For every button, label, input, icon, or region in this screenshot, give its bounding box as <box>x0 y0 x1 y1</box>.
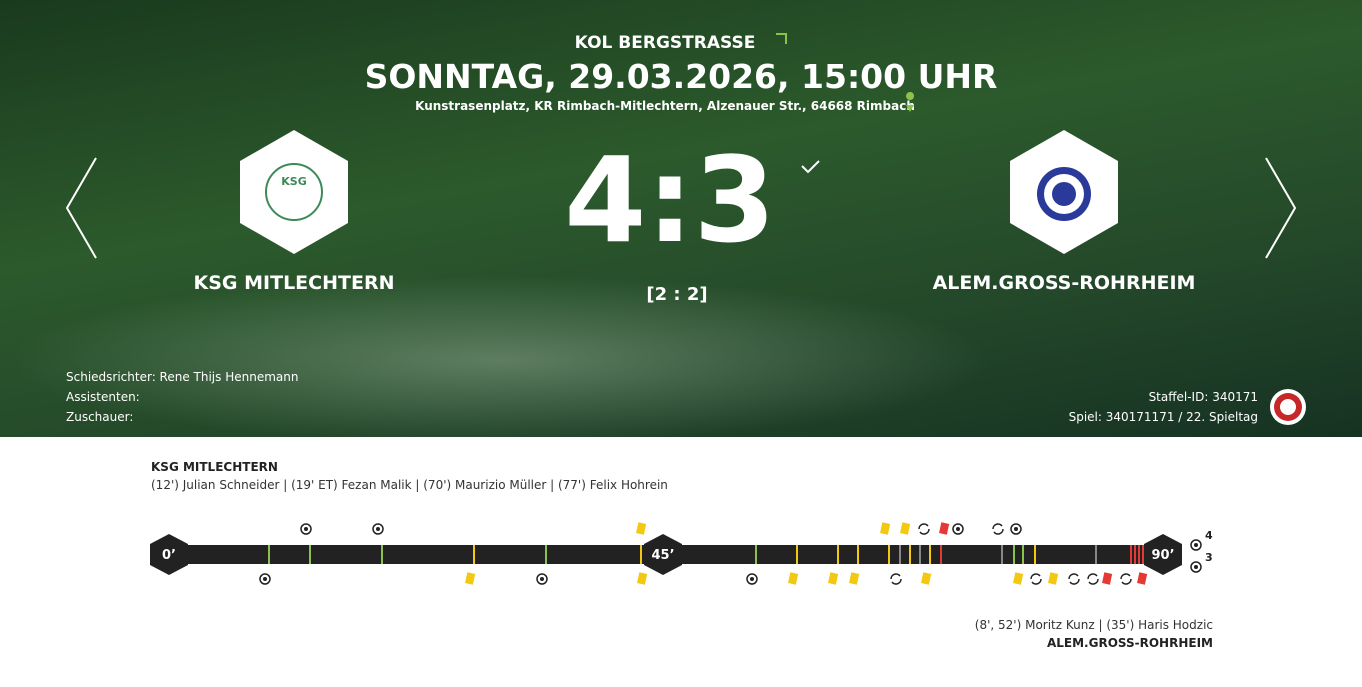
home-goal-count: 4 <box>1205 529 1213 542</box>
match-hero <box>0 0 1362 437</box>
score: 4:3 <box>564 131 776 269</box>
event-tick <box>1138 545 1140 564</box>
event-tick <box>837 545 839 564</box>
staffel-id: Staffel-ID: 340171 <box>1148 390 1258 404</box>
event-tick <box>640 545 642 564</box>
timeline-home-scorers: (12') Julian Schneider | (19' ET) Fezan … <box>151 478 668 492</box>
event-tick <box>1022 545 1024 564</box>
event-tick <box>909 545 911 564</box>
event-tick <box>268 545 270 564</box>
spectators: Zuschauer: <box>66 410 134 424</box>
minute-hex <box>644 534 682 575</box>
red-card <box>1102 572 1113 585</box>
yellow-card <box>636 522 647 535</box>
goal-icon-dot <box>304 527 308 531</box>
goal-icon-dot <box>1194 565 1198 569</box>
substitution-icon <box>1068 573 1080 585</box>
home-logo <box>240 130 348 254</box>
substitution-icon <box>1030 573 1042 585</box>
datetime: SONNTAG, 29.03.2026, 15:00 UHR <box>364 57 998 96</box>
event-tick <box>899 545 901 564</box>
halftime: [2 : 2] <box>646 284 708 305</box>
event-tick <box>309 545 311 564</box>
minute-label: 90’ <box>1151 548 1174 563</box>
event-tick <box>381 545 383 564</box>
assistants: Assistenten: <box>66 390 140 404</box>
minute-hex <box>1144 534 1182 575</box>
timeline-away-scorers: (8', 52') Moritz Kunz | (35') Haris Hodz… <box>974 618 1213 632</box>
goal-icon-dot <box>540 577 544 581</box>
event-tick <box>940 545 942 564</box>
minute-label: 45’ <box>651 548 674 563</box>
venue[interactable]: Kunstrasenplatz, KR Rimbach-Mitlechtern,… <box>415 99 915 113</box>
yellow-card <box>1013 572 1024 585</box>
home-name: KSG MITLECHTERN <box>193 272 395 294</box>
event-tick <box>473 545 475 564</box>
away-name: ALEM.GROSS-ROHRHEIM <box>932 272 1196 294</box>
event-tick <box>1095 545 1097 564</box>
event-tick <box>1013 545 1015 564</box>
competition: KOL BERGSTRASSE <box>574 33 756 53</box>
referee: Schiedsrichter: Rene Thijs Hennemann <box>66 370 299 384</box>
game-id: Spiel: 340171171 / 22. Spieltag <box>1068 410 1258 424</box>
yellow-card <box>637 572 648 585</box>
yellow-card <box>849 572 860 585</box>
event-tick <box>755 545 757 564</box>
event-tick <box>545 545 547 564</box>
event-tick <box>1130 545 1132 564</box>
yellow-card <box>788 572 799 585</box>
event-tick <box>796 545 798 564</box>
event-tick <box>1142 545 1144 564</box>
event-tick <box>929 545 931 564</box>
away-goal-count: 3 <box>1205 551 1213 564</box>
goal-icon-dot <box>376 527 380 531</box>
goal-icon-dot <box>750 577 754 581</box>
yellow-card <box>900 522 911 535</box>
next-arrow[interactable] <box>1265 157 1297 259</box>
timeline-home-name: KSG MITLECHTERN <box>151 460 278 474</box>
prev-arrow[interactable] <box>65 157 97 259</box>
minute-hex <box>150 534 188 575</box>
event-tick <box>919 545 921 564</box>
substitution-icon <box>1087 573 1099 585</box>
substitution-icon <box>890 573 902 585</box>
event-tick <box>1134 545 1136 564</box>
yellow-card <box>828 572 839 585</box>
yellow-card <box>1048 572 1059 585</box>
goal-icon-dot <box>263 577 267 581</box>
timeline: 0’ 45’ 90’ 4 3 <box>150 522 1213 585</box>
yellow-card <box>880 522 891 535</box>
yellow-card <box>465 572 476 585</box>
yellow-card <box>921 572 932 585</box>
substitution-icon <box>992 523 1004 535</box>
event-tick <box>888 545 890 564</box>
event-tick <box>857 545 859 564</box>
timeline-away-name: ALEM.GROSS-ROHRHEIM <box>1046 636 1213 650</box>
substitution-icon <box>918 523 930 535</box>
hero-graphics <box>65 33 1302 421</box>
event-tick <box>1001 545 1003 564</box>
substitution-icon <box>1120 573 1132 585</box>
minute-label: 0’ <box>162 548 176 563</box>
goal-icon-dot <box>956 527 960 531</box>
goal-icon-dot <box>1014 527 1018 531</box>
event-tick <box>1034 545 1036 564</box>
red-card <box>939 522 950 535</box>
goal-icon-dot <box>1194 543 1198 547</box>
red-card <box>1137 572 1148 585</box>
home-logo-text: KSG <box>281 175 307 188</box>
